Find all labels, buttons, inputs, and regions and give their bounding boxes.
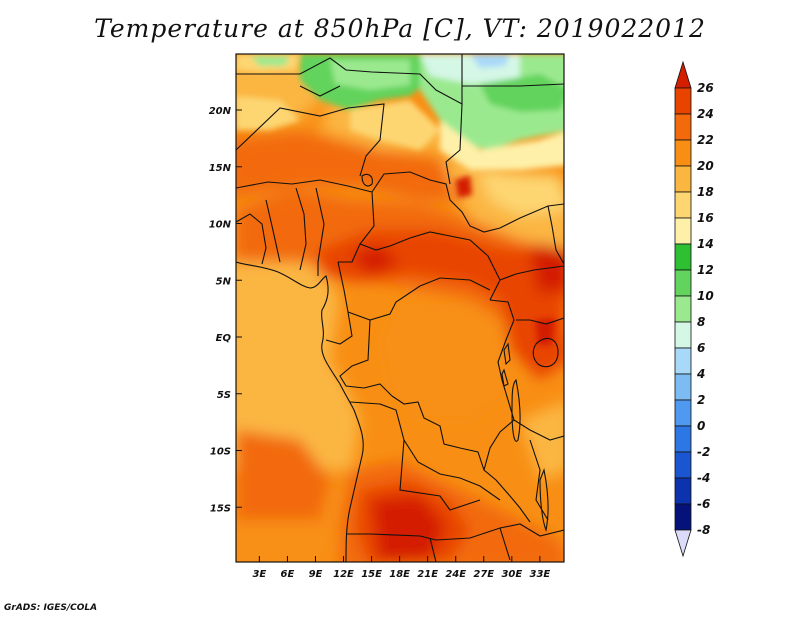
colorbar-swatch [674,139,692,167]
temperature-field [236,54,564,562]
colorbar-swatch [674,87,692,115]
lat-tick-label: 15S [210,503,231,514]
lat-tick-label: 10N [209,220,232,231]
lon-tick-label: 12E [333,569,354,580]
colorbar-label: 2 [697,393,705,407]
colorbar-swatch [674,477,692,505]
lon-tick-label: 21E [417,569,438,580]
colorbar-swatch [674,425,692,453]
colorbar-label: -4 [697,471,710,485]
colorbar-label: 20 [697,159,714,173]
colorbar-swatch [674,295,692,323]
colorbar-label: 24 [697,107,714,121]
lon-tick-label: 18E [389,569,410,580]
lat-tick-label: 10S [210,447,231,458]
colorbar-label: 10 [697,289,714,303]
lon-tick-label: 3E [252,569,266,580]
colorbar-label: 22 [697,133,714,147]
colorbar-label: -8 [697,523,710,537]
colorbar-swatch [674,165,692,193]
colorbar-swatch [674,321,692,349]
colorbar-swatch [674,243,692,271]
lon-tick-label: 27E [473,569,494,580]
colorbar-label: 26 [697,81,714,95]
colorbar-label: 6 [697,341,705,355]
colorbar-label: 16 [697,211,714,225]
colorbar-swatch [674,503,692,531]
colorbar-swatch [674,269,692,297]
colorbar-label: 18 [697,185,714,199]
lon-tick-label: 9E [309,569,323,580]
colorbar-swatch [674,347,692,375]
colorbar-over-triangle [674,60,692,89]
country-borders [236,54,564,562]
lon-tick-label: 15E [361,569,382,580]
longitude-axis: 3E 6E 9E 12E 15E 18E 21E 24E 27E 30E 33E [252,556,550,580]
colorbar-label: -6 [697,497,710,511]
map-title: Temperature at 850hPa [C], VT: 201902201… [94,14,706,43]
colorbar-swatch [674,451,692,479]
lat-tick-label: EQ [216,333,232,344]
lon-tick-label: 33E [530,569,551,580]
colorbar-swatch [674,191,692,219]
lat-tick-label: 15N [209,163,232,174]
latitude-axis: 20N 15N 10N 5N EQ 5S 10S 15S [209,106,242,514]
lon-tick-label: 6E [281,569,295,580]
colorbar-swatch [674,217,692,245]
colorbar-under-triangle [674,529,692,558]
colorbar-label: 0 [697,419,705,433]
colorbar-label: 12 [697,263,714,277]
colorbar-label: -2 [697,445,710,459]
colorbar-swatch [674,373,692,401]
lat-tick-label: 20N [209,106,232,117]
lat-tick-label: 5S [217,390,231,401]
colorbar-swatch [674,399,692,427]
grads-credit: GrADS: IGES/COLA [4,603,98,613]
colorbar-label: 4 [696,367,705,381]
lon-tick-label: 30E [501,569,522,580]
colorbar-swatch [674,113,692,141]
colorbar-label: 8 [697,315,705,329]
lon-tick-label: 24E [445,569,466,580]
colorbar-label: 14 [697,237,714,251]
lat-tick-label: 5N [216,276,232,287]
